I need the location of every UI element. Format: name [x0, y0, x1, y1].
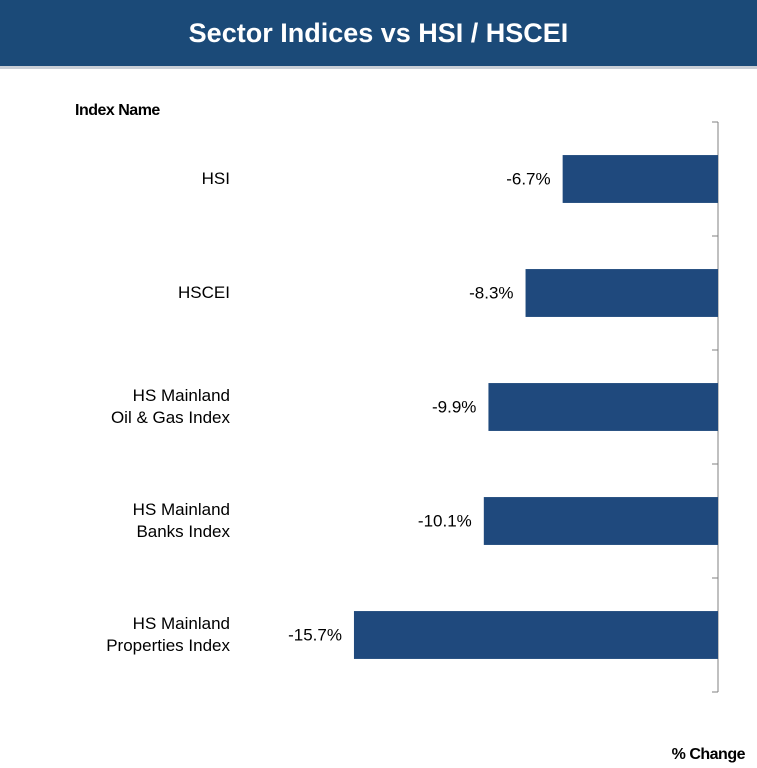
category-label: HS Mainland Properties Index — [106, 614, 230, 655]
bar — [353, 611, 718, 659]
category-label: HSI — [201, 169, 230, 188]
category-label: HS Mainland Banks Index — [132, 500, 230, 541]
value-axis-title: % Change — [671, 746, 746, 763]
category-axis-title: Index Name — [75, 102, 160, 119]
value-label: -9.9% — [432, 397, 476, 416]
value-label: -6.7% — [506, 169, 550, 188]
bar — [525, 269, 718, 317]
value-label: -8.3% — [469, 283, 513, 302]
bar — [483, 497, 718, 545]
chart-title: Sector Indices vs HSI / HSCEI — [188, 18, 569, 48]
category-label: HSCEI — [178, 283, 230, 302]
category-label: HS Mainland Oil & Gas Index — [110, 386, 230, 427]
bar — [562, 155, 718, 203]
value-label: -15.7% — [288, 625, 342, 644]
bar — [488, 383, 718, 431]
header-band — [0, 0, 757, 69]
value-label: -10.1% — [418, 511, 472, 530]
